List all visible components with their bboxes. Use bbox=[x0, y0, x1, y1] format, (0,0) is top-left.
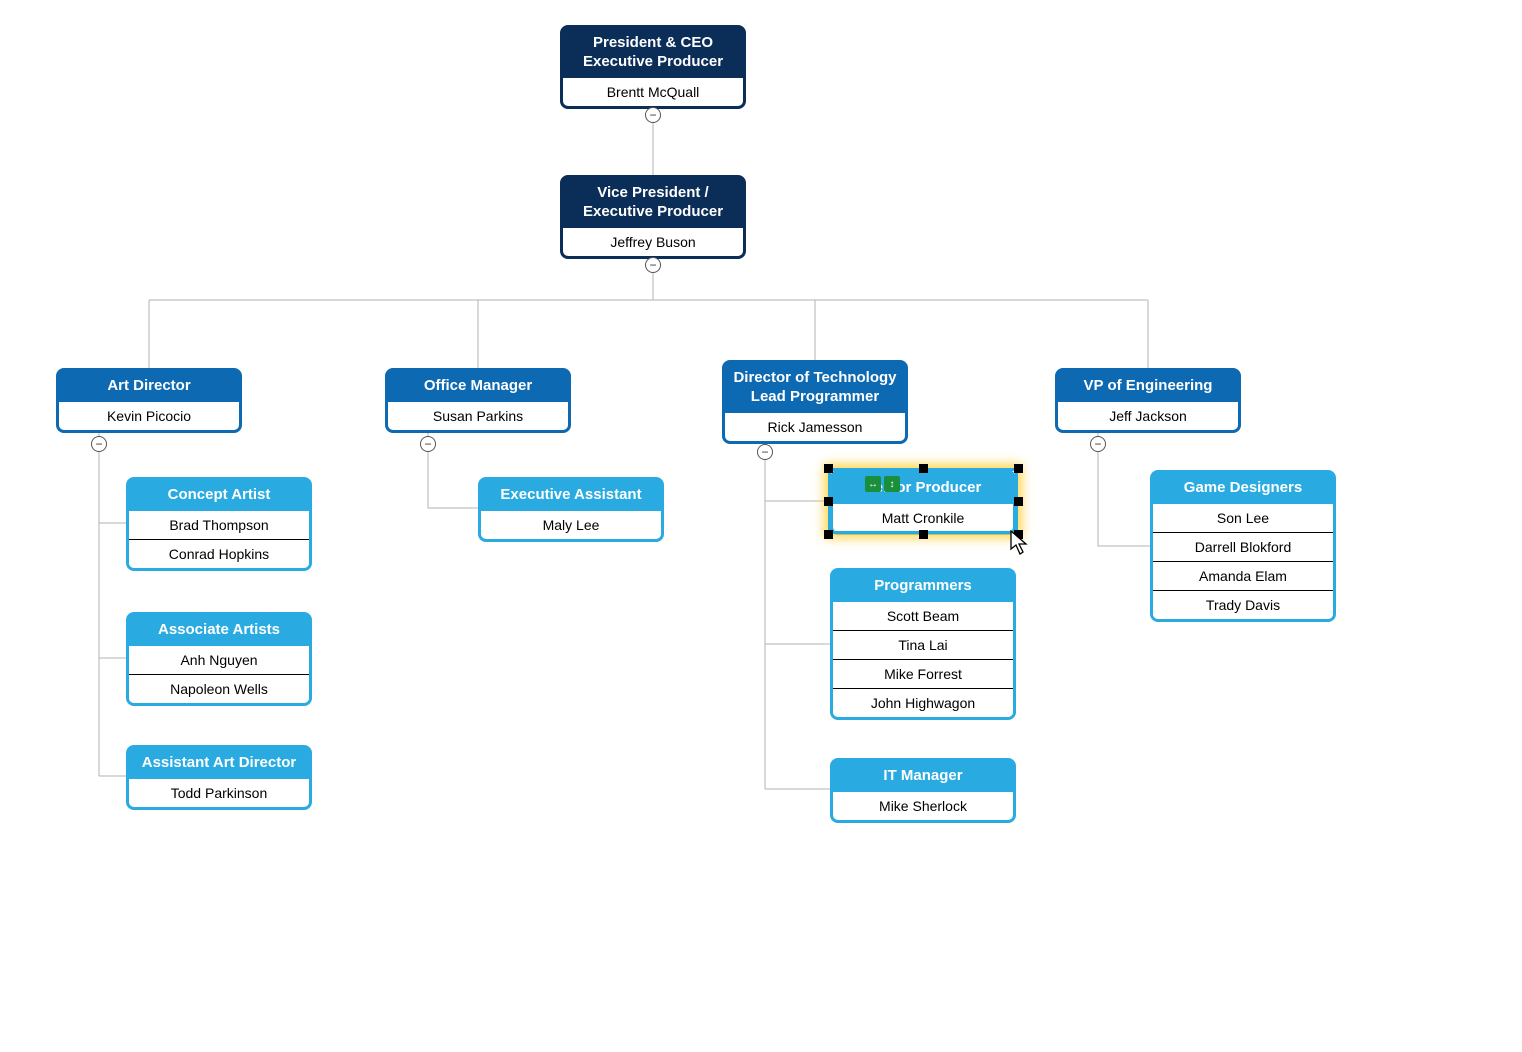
node-name: Kevin Picocio bbox=[59, 402, 239, 430]
node-name: Matt Cronkile bbox=[833, 504, 1013, 532]
org-node-execasst[interactable]: Executive AssistantMaly Lee bbox=[478, 477, 664, 542]
org-node-vpeng[interactable]: VP of EngineeringJeff Jackson bbox=[1055, 368, 1241, 433]
org-node-dirtech[interactable]: Director of Technology Lead ProgrammerRi… bbox=[722, 360, 908, 444]
org-node-vp[interactable]: Vice President / Executive ProducerJeffr… bbox=[560, 175, 746, 259]
node-title: Senior Producer bbox=[833, 473, 1013, 504]
move-horizontal-icon[interactable]: ↔ bbox=[865, 476, 881, 492]
node-names: Susan Parkins bbox=[388, 402, 568, 430]
org-node-itmgr[interactable]: IT ManagerMike Sherlock bbox=[830, 758, 1016, 823]
selection-handle[interactable] bbox=[1014, 497, 1023, 506]
move-vertical-icon[interactable]: ↕ bbox=[884, 476, 900, 492]
node-name: Napoleon Wells bbox=[129, 674, 309, 703]
node-name: Jeffrey Buson bbox=[563, 228, 743, 256]
org-node-gamedes[interactable]: Game DesignersSon LeeDarrell BlokfordAma… bbox=[1150, 470, 1336, 622]
node-names: Jeff Jackson bbox=[1058, 402, 1238, 430]
collapse-toggle-icon[interactable]: − bbox=[757, 444, 773, 460]
node-name: Mike Forrest bbox=[833, 659, 1013, 688]
node-name: Brentt McQuall bbox=[563, 78, 743, 106]
node-names: Rick Jamesson bbox=[725, 413, 905, 441]
node-title: Office Manager bbox=[388, 371, 568, 402]
node-names: Maly Lee bbox=[481, 511, 661, 539]
node-name: Rick Jamesson bbox=[725, 413, 905, 441]
node-title: IT Manager bbox=[833, 761, 1013, 792]
collapse-toggle-icon[interactable]: − bbox=[420, 436, 436, 452]
org-node-senprod[interactable]: Senior ProducerMatt Cronkile bbox=[830, 470, 1016, 535]
node-names: Mike Sherlock bbox=[833, 792, 1013, 820]
node-title: VP of Engineering bbox=[1058, 371, 1238, 402]
node-name: Anh Nguyen bbox=[129, 646, 309, 674]
org-node-concept[interactable]: Concept ArtistBrad ThompsonConrad Hopkin… bbox=[126, 477, 312, 571]
node-names: Kevin Picocio bbox=[59, 402, 239, 430]
collapse-toggle-icon[interactable]: − bbox=[1090, 436, 1106, 452]
node-title: Associate Artists bbox=[129, 615, 309, 646]
node-name: Scott Beam bbox=[833, 602, 1013, 630]
node-name: Brad Thompson bbox=[129, 511, 309, 539]
node-name: Susan Parkins bbox=[388, 402, 568, 430]
node-name: Son Lee bbox=[1153, 504, 1333, 532]
selection-handle[interactable] bbox=[824, 530, 833, 539]
node-title: President & CEO Executive Producer bbox=[563, 28, 743, 78]
selection-handle[interactable] bbox=[824, 464, 833, 473]
node-names: Matt Cronkile bbox=[833, 504, 1013, 532]
selection-handle[interactable] bbox=[919, 530, 928, 539]
node-name: Amanda Elam bbox=[1153, 561, 1333, 590]
node-title: Vice President / Executive Producer bbox=[563, 178, 743, 228]
org-node-artdir[interactable]: Art DirectorKevin Picocio bbox=[56, 368, 242, 433]
selection-handle[interactable] bbox=[824, 497, 833, 506]
collapse-toggle-icon[interactable]: − bbox=[645, 107, 661, 123]
node-title: Concept Artist bbox=[129, 480, 309, 511]
org-node-offmgr[interactable]: Office ManagerSusan Parkins bbox=[385, 368, 571, 433]
node-title: Game Designers bbox=[1153, 473, 1333, 504]
node-names: Jeffrey Buson bbox=[563, 228, 743, 256]
org-node-assoc[interactable]: Associate ArtistsAnh NguyenNapoleon Well… bbox=[126, 612, 312, 706]
node-names: Brentt McQuall bbox=[563, 78, 743, 106]
node-name: Todd Parkinson bbox=[129, 779, 309, 807]
node-names: Todd Parkinson bbox=[129, 779, 309, 807]
node-title: Executive Assistant bbox=[481, 480, 661, 511]
org-node-ceo[interactable]: President & CEO Executive ProducerBrentt… bbox=[560, 25, 746, 109]
node-name: Tina Lai bbox=[833, 630, 1013, 659]
node-title: Director of Technology Lead Programmer bbox=[725, 363, 905, 413]
collapse-toggle-icon[interactable]: − bbox=[645, 257, 661, 273]
node-title: Art Director bbox=[59, 371, 239, 402]
collapse-toggle-icon[interactable]: − bbox=[91, 436, 107, 452]
node-names: Son LeeDarrell BlokfordAmanda ElamTrady … bbox=[1153, 504, 1333, 619]
node-name: Trady Davis bbox=[1153, 590, 1333, 619]
node-title: Programmers bbox=[833, 571, 1013, 602]
selection-handle[interactable] bbox=[1014, 464, 1023, 473]
node-names: Brad ThompsonConrad Hopkins bbox=[129, 511, 309, 568]
node-name: Conrad Hopkins bbox=[129, 539, 309, 568]
node-name: Mike Sherlock bbox=[833, 792, 1013, 820]
selection-handle[interactable] bbox=[1014, 530, 1023, 539]
org-node-progs[interactable]: ProgrammersScott BeamTina LaiMike Forres… bbox=[830, 568, 1016, 720]
node-names: Anh NguyenNapoleon Wells bbox=[129, 646, 309, 703]
org-node-assist[interactable]: Assistant Art DirectorTodd Parkinson bbox=[126, 745, 312, 810]
node-name: Jeff Jackson bbox=[1058, 402, 1238, 430]
node-name: Maly Lee bbox=[481, 511, 661, 539]
node-names: Scott BeamTina LaiMike ForrestJohn Highw… bbox=[833, 602, 1013, 717]
node-name: Darrell Blokford bbox=[1153, 532, 1333, 561]
node-name: John Highwagon bbox=[833, 688, 1013, 717]
selection-handle[interactable] bbox=[919, 464, 928, 473]
node-title: Assistant Art Director bbox=[129, 748, 309, 779]
